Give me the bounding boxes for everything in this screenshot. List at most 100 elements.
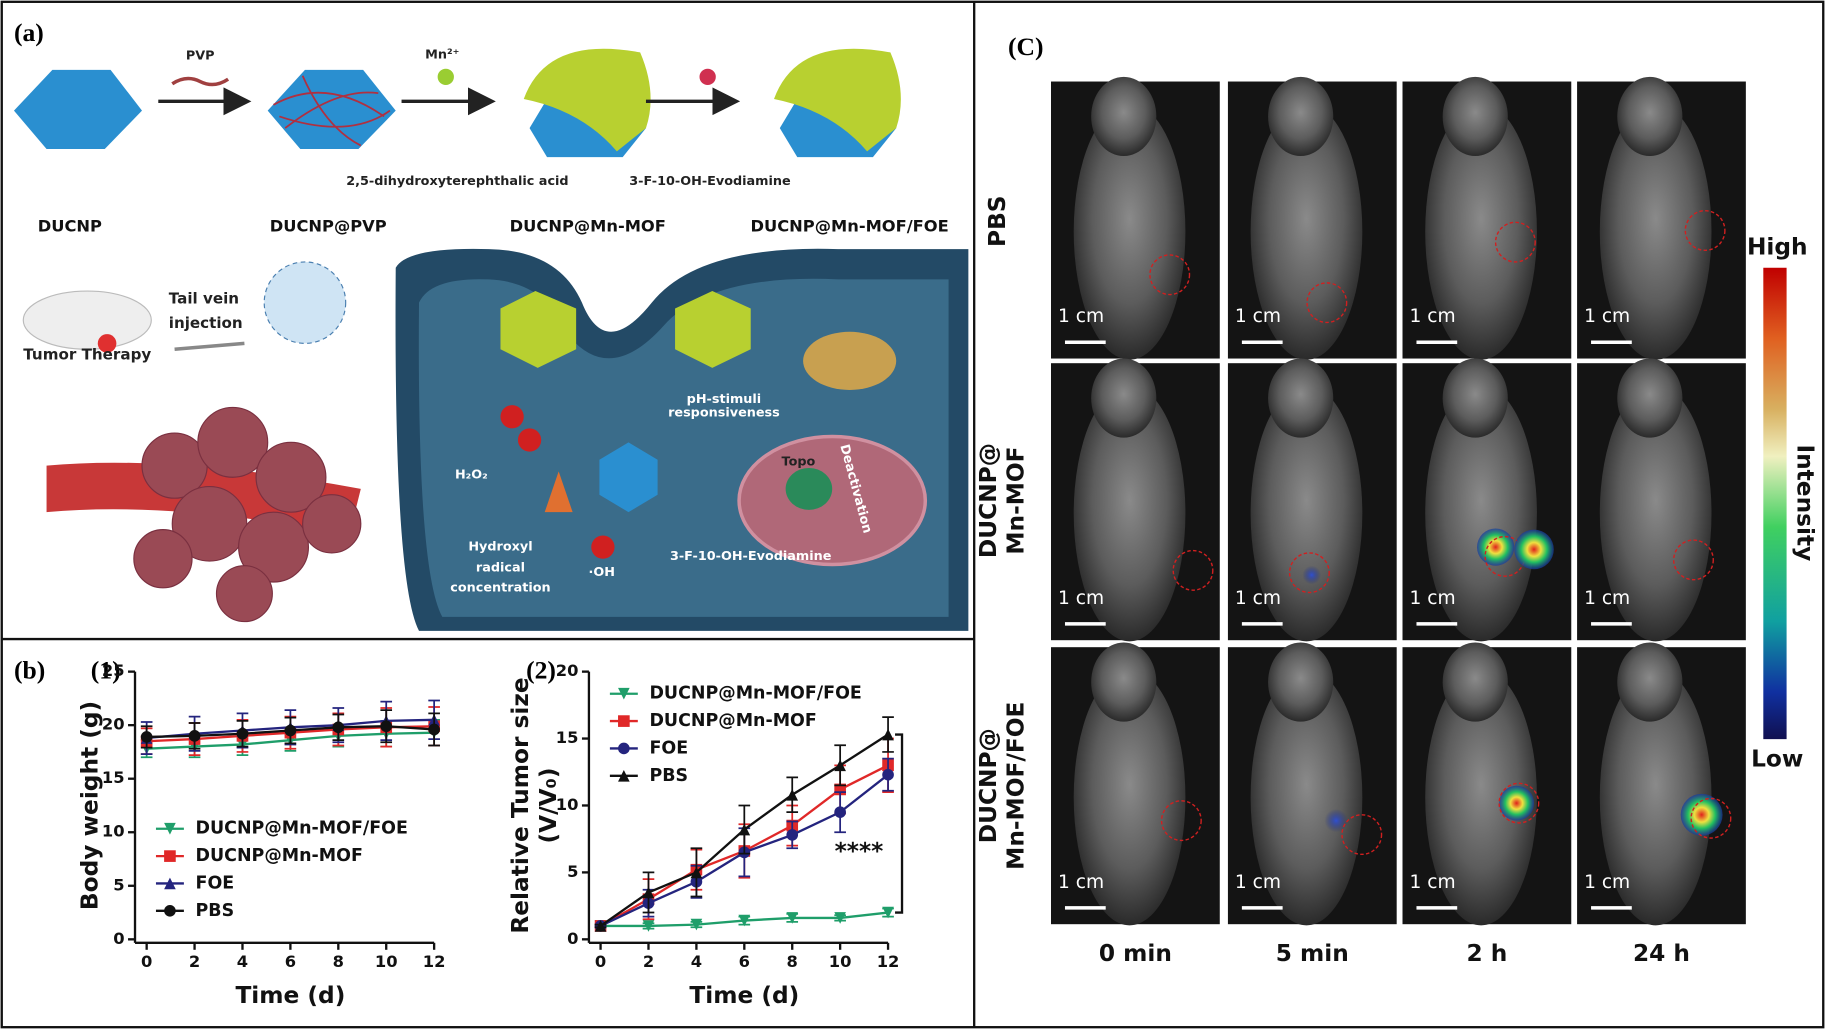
note: responsiveness — [668, 406, 780, 421]
y-tick-label: 0 — [113, 929, 124, 948]
note: pH-stimuli — [687, 392, 762, 407]
y-axis-title: Relative Tumor size — [507, 677, 534, 933]
stage-label: DUCNP@PVP — [270, 217, 387, 236]
marker — [236, 727, 249, 740]
foe-icon — [699, 68, 716, 86]
y-tick-label: 15 — [102, 768, 125, 787]
reagent: PVP — [186, 48, 215, 63]
mouse-head — [1442, 642, 1508, 722]
mouse — [1599, 103, 1712, 360]
significance-bracket — [895, 733, 904, 914]
scale-bar-label: 1 cm — [1409, 306, 1455, 327]
roi — [1172, 549, 1214, 591]
particle — [599, 442, 658, 513]
mof-shell — [523, 48, 651, 152]
signal — [1514, 529, 1554, 570]
marker — [834, 912, 846, 924]
y-tick-label: 5 — [567, 862, 578, 881]
marker — [786, 912, 799, 924]
scale-bar-label: 1 cm — [1584, 306, 1630, 327]
subpanel-label: (2) — [526, 656, 556, 685]
scale-bar-label: 1 cm — [1584, 872, 1630, 893]
note: Tumor Therapy — [23, 346, 151, 364]
legend-label: FOE — [649, 738, 688, 758]
roi — [1690, 797, 1732, 839]
mouse-head — [1617, 642, 1683, 722]
marker — [882, 906, 894, 919]
arrow — [544, 471, 573, 513]
stage-label: DUCNP@Mn-MOF — [510, 217, 666, 236]
scale-bar-label: 1 cm — [1235, 872, 1281, 893]
legend-marker — [618, 687, 630, 700]
particle — [267, 69, 396, 150]
mouse-head — [1091, 358, 1157, 438]
y-tick-label: 15 — [556, 728, 579, 747]
marker — [834, 783, 846, 796]
mn-icon — [437, 68, 454, 86]
x-tick-label: 4 — [237, 952, 248, 971]
mouse-head — [1268, 358, 1334, 438]
reagent: 3-F-10-OH-Evodiamine — [629, 174, 791, 189]
mouse — [1250, 385, 1363, 642]
panel-c: (C) PBS DUCNP@ Mn-MOF DUCNP@ Mn-MOF/FOE … — [975, 32, 1819, 870]
mouse — [1250, 669, 1363, 926]
x-tick-label: 4 — [691, 952, 702, 971]
legend-marker — [164, 850, 176, 862]
y-axis-title: (V/V₀) — [535, 767, 562, 843]
marker — [690, 918, 703, 931]
mouse — [1599, 669, 1712, 926]
x-tick-label: 6 — [285, 952, 296, 971]
y-tick-label: 20 — [102, 715, 125, 734]
legend-marker — [618, 769, 630, 782]
column-label: 24 h — [1633, 940, 1690, 967]
scale-bar-label: 1 cm — [1409, 588, 1455, 609]
stage-label: DUCNP — [38, 217, 102, 236]
x-axis-title: Time (d) — [235, 982, 345, 1009]
x-tick-label: 0 — [595, 952, 606, 971]
row-label: Mn-MOF/FOE — [1003, 702, 1030, 870]
column-label: 5 min — [1276, 940, 1349, 967]
h2o2 — [500, 405, 524, 429]
marker — [882, 768, 894, 781]
signal — [1680, 793, 1723, 836]
scale-bar-label: 1 cm — [1235, 588, 1281, 609]
note: Topo — [782, 455, 816, 470]
column-label: 2 h — [1466, 940, 1507, 967]
legend-label: DUCNP@Mn-MOF/FOE — [196, 819, 408, 839]
legend-label: DUCNP@Mn-MOF — [649, 711, 816, 731]
marker — [642, 920, 655, 932]
reagent: Mn²⁺ — [425, 47, 459, 62]
legend-marker — [164, 822, 176, 835]
annotation: **** — [835, 838, 884, 865]
mouse-head — [1617, 76, 1683, 157]
legend-label: PBS — [649, 766, 688, 786]
marker — [188, 730, 201, 742]
particle — [675, 291, 751, 368]
scale-bar-label: 1 cm — [1409, 872, 1455, 893]
tumor — [133, 406, 362, 623]
legend-label: PBS — [196, 901, 235, 921]
note: concentration — [450, 580, 550, 595]
x-tick-label: 8 — [787, 952, 798, 971]
legend-marker — [164, 877, 176, 890]
y-tick-label: 5 — [113, 875, 124, 894]
mouse-head — [1442, 76, 1508, 157]
y-tick-label: 10 — [556, 795, 579, 814]
marker — [380, 720, 393, 733]
x-tick-label: 2 — [189, 952, 200, 971]
golgi — [803, 331, 897, 390]
roi — [1306, 282, 1348, 324]
mouse-head — [1091, 76, 1157, 157]
x-tick-label: 6 — [739, 952, 750, 971]
row-label: PBS — [984, 195, 1011, 247]
mouse — [1250, 103, 1363, 360]
reagent: 2,5-dihydroxyterephthalic acid — [346, 174, 568, 189]
x-tick-label: 0 — [141, 952, 152, 971]
scale-bar-label: 1 cm — [1584, 588, 1630, 609]
legend-label: DUCNP@Mn-MOF/FOE — [649, 684, 861, 704]
stage-label: DUCNP@Mn-MOF/FOE — [751, 217, 949, 236]
legend-label: DUCNP@Mn-MOF — [196, 846, 363, 866]
note: radical — [476, 561, 525, 576]
row-label: DUCNP@ — [975, 728, 1002, 843]
